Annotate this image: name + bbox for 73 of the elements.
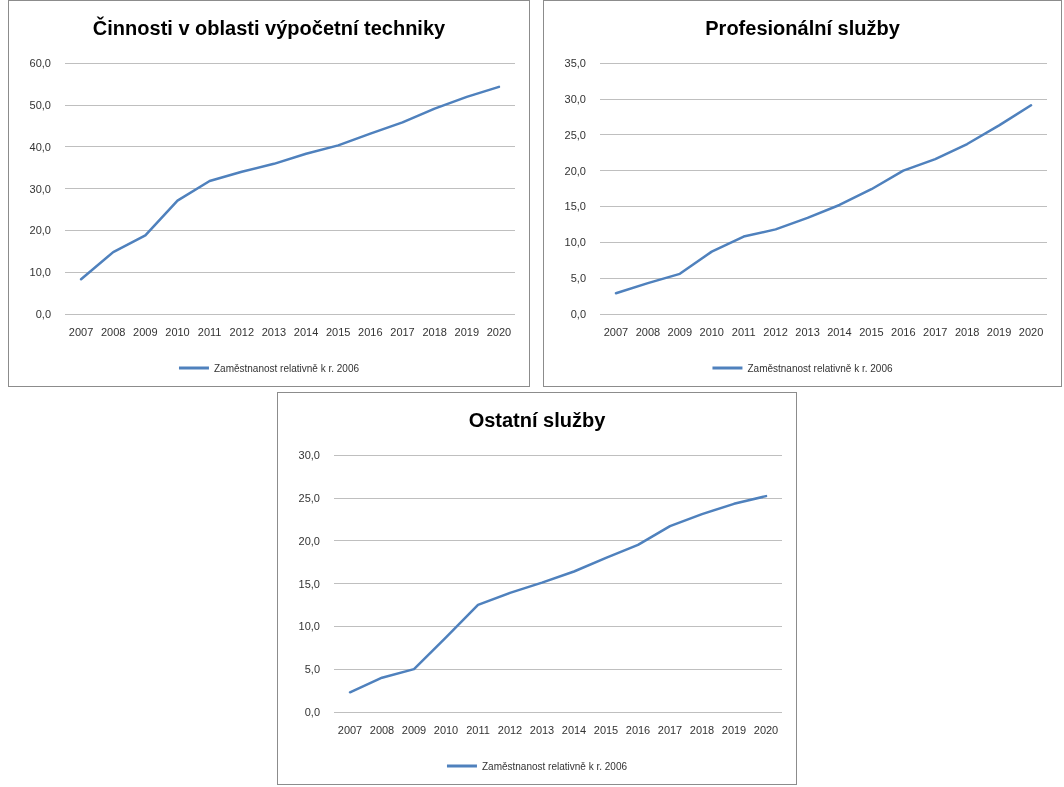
x-tick-label: 2007 <box>337 723 363 736</box>
x-tick-label: 2020 <box>1018 325 1044 338</box>
y-tick-label: 20,0 <box>29 224 51 237</box>
x-tick-label: 2016 <box>891 325 916 338</box>
y-tick-label: 0,0 <box>570 308 586 320</box>
x-tick-label: 2007 <box>603 325 629 338</box>
x-tick-label: 2019 <box>721 723 747 736</box>
y-tick-label: 20,0 <box>298 534 320 547</box>
x-tick-label: 2010 <box>165 325 190 338</box>
y-tick-label: 10,0 <box>29 266 51 279</box>
x-tick-label: 2016 <box>625 723 651 736</box>
y-tick-label: 25,0 <box>298 491 320 504</box>
y-tick-label: 10,0 <box>298 620 320 633</box>
y-tick-label: 5,0 <box>570 272 586 285</box>
x-tick-label: 2011 <box>466 723 490 736</box>
x-tick-label: 2012 <box>229 325 255 338</box>
chart-title: Profesionální služby <box>705 17 901 39</box>
line-series <box>79 85 501 281</box>
x-tick-label: 2017 <box>657 723 683 736</box>
x-tick-label: 2011 <box>731 325 756 338</box>
y-tick-label: 10,0 <box>564 236 586 249</box>
y-tick-label: 60,0 <box>29 57 51 69</box>
y-tick-label: 40,0 <box>29 140 51 153</box>
legend-label: Zaměstnanost relativně k r. 2006 <box>481 760 628 772</box>
x-tick-label: 2010 <box>433 723 459 736</box>
y-tick-label: 30,0 <box>564 92 586 105</box>
x-tick-label: 2014 <box>827 325 852 338</box>
x-tick-label: 2009 <box>133 325 158 338</box>
x-tick-label: 2019 <box>454 325 480 338</box>
x-tick-label: 2019 <box>986 325 1012 338</box>
line-series <box>348 494 768 694</box>
x-tick-label: 2012 <box>763 325 788 338</box>
y-tick-label: 30,0 <box>29 182 51 195</box>
chart-title: Činnosti v oblasti výpočetní techniky <box>92 16 447 39</box>
x-tick-label: 2008 <box>369 723 395 736</box>
chart-title: Ostatní služby <box>468 409 607 431</box>
x-tick-label: 2014 <box>561 723 587 736</box>
x-tick-label: 2016 <box>358 325 383 338</box>
x-tick-label: 2013 <box>261 325 287 338</box>
x-tick-label: 2017 <box>390 325 415 338</box>
y-tick-label: 50,0 <box>29 98 51 111</box>
y-tick-label: 20,0 <box>564 164 586 177</box>
x-tick-label: 2013 <box>529 723 555 736</box>
legend-label: Zaměstnanost relativně k r. 2006 <box>747 362 893 374</box>
y-tick-label: 35,0 <box>564 57 586 69</box>
x-tick-label: 2007 <box>68 325 94 338</box>
x-tick-label: 2009 <box>401 723 427 736</box>
x-tick-label: 2010 <box>699 325 724 338</box>
y-tick-label: 0,0 <box>35 308 51 320</box>
y-tick-label: 15,0 <box>564 200 586 213</box>
x-tick-label: 2009 <box>667 325 693 338</box>
x-tick-label: 2015 <box>593 723 619 736</box>
y-tick-label: 25,0 <box>564 128 586 141</box>
y-tick-label: 5,0 <box>304 663 320 676</box>
line-series <box>614 104 1033 295</box>
x-tick-label: 2008 <box>635 325 661 338</box>
x-tick-label: 2018 <box>422 325 447 338</box>
legend-label: Zaměstnanost relativně k r. 2006 <box>213 362 360 374</box>
x-tick-label: 2013 <box>795 325 820 338</box>
x-tick-label: 2018 <box>954 325 980 338</box>
x-tick-label: 2018 <box>689 723 715 736</box>
x-tick-label: 2017 <box>923 325 948 338</box>
y-tick-label: 0,0 <box>304 706 320 718</box>
x-tick-label: 2011 <box>197 325 222 338</box>
y-tick-label: 15,0 <box>298 577 320 590</box>
x-tick-label: 2015 <box>859 325 884 338</box>
x-tick-label: 2012 <box>497 723 523 736</box>
x-tick-label: 2020 <box>753 723 779 736</box>
x-tick-label: 2008 <box>100 325 126 338</box>
y-tick-label: 30,0 <box>298 449 320 461</box>
x-tick-label: 2014 <box>293 325 319 338</box>
x-tick-label: 2020 <box>486 325 512 338</box>
x-tick-label: 2015 <box>325 325 351 338</box>
